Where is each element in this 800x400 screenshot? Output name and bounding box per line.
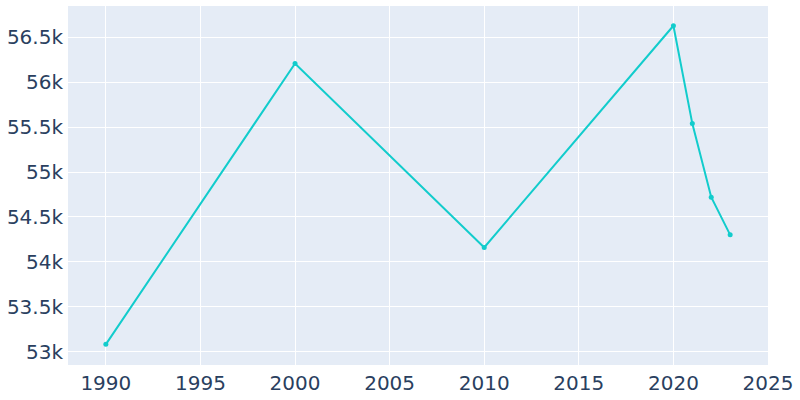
svg-text:56.5k: 56.5k: [7, 25, 64, 49]
svg-text:1995: 1995: [175, 371, 226, 395]
svg-text:1990: 1990: [80, 371, 131, 395]
svg-text:2010: 2010: [459, 371, 510, 395]
svg-text:2020: 2020: [648, 371, 699, 395]
svg-text:2005: 2005: [364, 371, 415, 395]
svg-text:55.5k: 55.5k: [7, 115, 64, 139]
svg-text:54k: 54k: [26, 250, 63, 274]
svg-text:2000: 2000: [270, 371, 321, 395]
svg-text:56k: 56k: [26, 70, 63, 94]
svg-text:2015: 2015: [553, 371, 604, 395]
svg-text:53k: 53k: [26, 340, 63, 364]
svg-text:55k: 55k: [26, 160, 63, 184]
svg-text:2025: 2025: [743, 371, 794, 395]
svg-text:53.5k: 53.5k: [7, 295, 64, 319]
svg-text:54.5k: 54.5k: [7, 205, 64, 229]
